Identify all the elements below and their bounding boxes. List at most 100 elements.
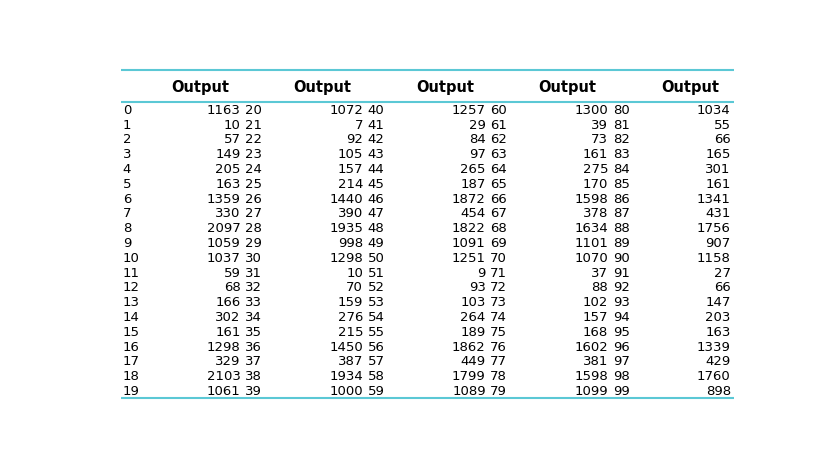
Text: 390: 390 xyxy=(338,207,364,220)
Text: 166: 166 xyxy=(215,296,241,308)
Text: 41: 41 xyxy=(368,118,385,131)
Text: 1298: 1298 xyxy=(329,251,364,264)
Text: 59: 59 xyxy=(368,384,385,397)
Text: 66: 66 xyxy=(714,133,731,146)
Text: 161: 161 xyxy=(215,325,241,338)
Text: 2103: 2103 xyxy=(207,369,241,382)
Text: 61: 61 xyxy=(491,118,507,131)
Text: 29: 29 xyxy=(245,236,262,249)
Text: 157: 157 xyxy=(337,162,364,176)
Text: 1091: 1091 xyxy=(452,236,486,249)
Text: 55: 55 xyxy=(368,325,385,338)
Text: 7: 7 xyxy=(123,207,131,220)
Text: 80: 80 xyxy=(613,104,630,117)
Text: 21: 21 xyxy=(245,118,262,131)
Text: 1934: 1934 xyxy=(329,369,364,382)
Text: 66: 66 xyxy=(491,192,507,205)
Text: 48: 48 xyxy=(368,222,384,235)
Text: 32: 32 xyxy=(245,281,262,294)
Text: 67: 67 xyxy=(491,207,507,220)
Text: 1072: 1072 xyxy=(329,104,364,117)
Text: 87: 87 xyxy=(613,207,630,220)
Text: 170: 170 xyxy=(583,178,609,190)
Text: 163: 163 xyxy=(705,325,731,338)
Text: 159: 159 xyxy=(338,296,364,308)
Text: 898: 898 xyxy=(706,384,731,397)
Text: 5: 5 xyxy=(123,178,131,190)
Text: 93: 93 xyxy=(468,281,486,294)
Text: 38: 38 xyxy=(245,369,262,382)
Text: 30: 30 xyxy=(245,251,262,264)
Text: 60: 60 xyxy=(491,104,507,117)
Text: 105: 105 xyxy=(338,148,364,161)
Text: 215: 215 xyxy=(337,325,364,338)
Text: 81: 81 xyxy=(613,118,630,131)
Text: 84: 84 xyxy=(613,162,630,176)
Text: 3: 3 xyxy=(123,148,131,161)
Text: 1070: 1070 xyxy=(574,251,609,264)
Text: Output: Output xyxy=(538,79,596,95)
Text: 92: 92 xyxy=(613,281,630,294)
Text: 10: 10 xyxy=(346,266,364,279)
Text: 2: 2 xyxy=(123,133,131,146)
Text: 1257: 1257 xyxy=(452,104,486,117)
Text: 1339: 1339 xyxy=(697,340,731,353)
Text: 429: 429 xyxy=(705,354,731,368)
Text: 1099: 1099 xyxy=(575,384,609,397)
Text: 1061: 1061 xyxy=(207,384,241,397)
Text: 998: 998 xyxy=(338,236,364,249)
Text: 68: 68 xyxy=(491,222,507,235)
Text: 7: 7 xyxy=(355,118,364,131)
Text: Output: Output xyxy=(293,79,351,95)
Text: 1760: 1760 xyxy=(697,369,731,382)
Text: 19: 19 xyxy=(123,384,139,397)
Text: 15: 15 xyxy=(123,325,140,338)
Text: 69: 69 xyxy=(491,236,507,249)
Text: 161: 161 xyxy=(705,178,731,190)
Text: 1251: 1251 xyxy=(452,251,486,264)
Text: 98: 98 xyxy=(613,369,630,382)
Text: 10: 10 xyxy=(123,251,139,264)
Text: 73: 73 xyxy=(591,133,609,146)
Text: 54: 54 xyxy=(368,310,385,323)
Text: 275: 275 xyxy=(583,162,609,176)
Text: 44: 44 xyxy=(368,162,384,176)
Text: 301: 301 xyxy=(705,162,731,176)
Text: 1089: 1089 xyxy=(452,384,486,397)
Text: 95: 95 xyxy=(613,325,630,338)
Text: 203: 203 xyxy=(705,310,731,323)
Text: 205: 205 xyxy=(215,162,241,176)
Text: 86: 86 xyxy=(613,192,630,205)
Text: 31: 31 xyxy=(245,266,262,279)
Text: 165: 165 xyxy=(705,148,731,161)
Text: 149: 149 xyxy=(215,148,241,161)
Text: 103: 103 xyxy=(460,296,486,308)
Text: 1862: 1862 xyxy=(452,340,486,353)
Text: 25: 25 xyxy=(245,178,262,190)
Text: 57: 57 xyxy=(224,133,241,146)
Text: 70: 70 xyxy=(346,281,364,294)
Text: 302: 302 xyxy=(215,310,241,323)
Text: 92: 92 xyxy=(346,133,364,146)
Text: 50: 50 xyxy=(368,251,385,264)
Text: 85: 85 xyxy=(613,178,630,190)
Text: 34: 34 xyxy=(245,310,262,323)
Text: 33: 33 xyxy=(245,296,262,308)
Text: 53: 53 xyxy=(368,296,385,308)
Text: 36: 36 xyxy=(245,340,262,353)
Text: 276: 276 xyxy=(338,310,364,323)
Text: 147: 147 xyxy=(705,296,731,308)
Text: 1756: 1756 xyxy=(697,222,731,235)
Text: 63: 63 xyxy=(491,148,507,161)
Text: 387: 387 xyxy=(338,354,364,368)
Text: 1935: 1935 xyxy=(329,222,364,235)
Text: 1598: 1598 xyxy=(574,369,609,382)
Text: 22: 22 xyxy=(245,133,262,146)
Text: 1799: 1799 xyxy=(452,369,486,382)
Text: 65: 65 xyxy=(491,178,507,190)
Text: 39: 39 xyxy=(245,384,262,397)
Text: 1: 1 xyxy=(123,118,131,131)
Text: 74: 74 xyxy=(491,310,507,323)
Text: 49: 49 xyxy=(368,236,384,249)
Text: 14: 14 xyxy=(123,310,139,323)
